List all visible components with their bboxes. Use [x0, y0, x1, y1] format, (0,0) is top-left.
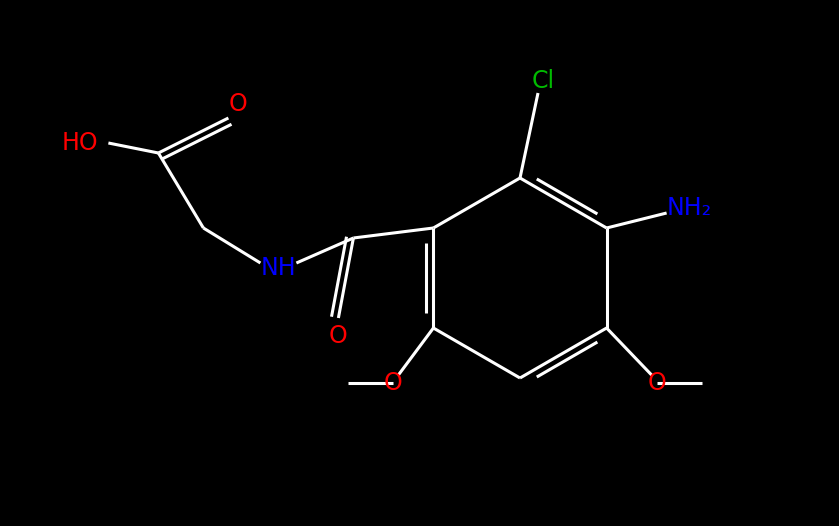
- Text: O: O: [647, 371, 666, 395]
- Text: HO: HO: [62, 131, 99, 155]
- Text: O: O: [329, 324, 348, 348]
- Text: O: O: [229, 92, 248, 116]
- Text: O: O: [384, 371, 403, 395]
- Text: Cl: Cl: [531, 69, 555, 93]
- Text: NH₂: NH₂: [667, 196, 712, 220]
- Text: NH: NH: [261, 256, 296, 280]
